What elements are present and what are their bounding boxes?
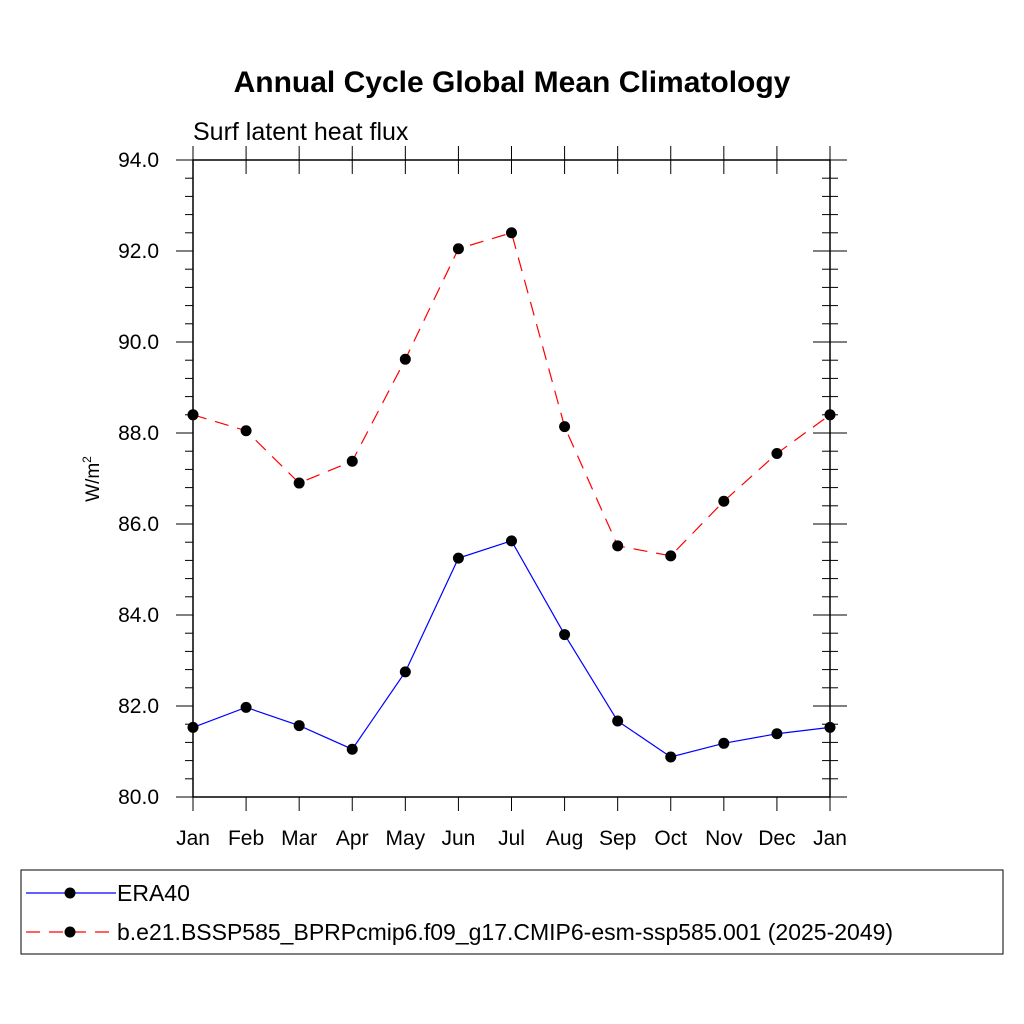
plot-frame <box>192 159 831 798</box>
data-point <box>399 353 411 365</box>
data-point <box>612 540 624 552</box>
data-point <box>452 552 464 564</box>
y-tick-label: 86.0 <box>118 513 159 536</box>
series-line-1 <box>192 232 831 557</box>
legend-label-0: ERA40 <box>117 880 190 906</box>
x-tick-label: Aug <box>546 827 583 850</box>
series-group <box>187 227 836 763</box>
data-point <box>665 550 677 562</box>
data-point <box>559 629 571 641</box>
data-point <box>718 495 730 507</box>
legend-marker <box>64 926 76 938</box>
data-point <box>771 728 783 740</box>
x-tick-label: Jun <box>441 827 475 850</box>
data-point <box>771 447 783 459</box>
y-tick-label: 94.0 <box>118 149 159 172</box>
data-point <box>559 421 571 433</box>
x-tick-label: Jan <box>813 827 847 850</box>
y-tick-label: 90.0 <box>118 331 159 354</box>
x-tick-label: Apr <box>336 827 369 850</box>
y-axis-label: W/m2 <box>80 456 104 502</box>
data-point <box>452 243 464 255</box>
data-point <box>506 535 517 547</box>
data-point <box>718 737 730 749</box>
chart-title: Annual Cycle Global Mean Climatology <box>234 66 791 99</box>
data-point <box>665 751 677 763</box>
axis-ticks <box>176 146 847 811</box>
legend-label-1: b.e21.BSSP585_BPRPcmip6.f09_g17.CMIP6-es… <box>117 919 893 945</box>
x-tick-label: May <box>385 827 425 850</box>
y-tick-label: 82.0 <box>118 695 159 718</box>
legend-box <box>20 869 1004 955</box>
y-tick-labels: 80.0 82.0 84.0 86.0 88.0 90.0 92.0 94.0 <box>118 149 159 809</box>
data-point <box>346 743 358 755</box>
y-axis-label-superscript: 2 <box>80 456 94 463</box>
data-point <box>346 455 358 467</box>
x-tick-label: Mar <box>281 827 317 850</box>
data-point <box>240 701 252 713</box>
data-point <box>293 477 305 489</box>
x-tick-label: Jul <box>498 827 525 850</box>
x-tick-labels: Jan Feb Mar Apr May Jun Jul Aug Sep Oct Nov Dec Jan <box>176 827 847 850</box>
data-point <box>293 720 305 732</box>
y-axis-label-text: W/m <box>83 463 104 502</box>
x-tick-label: Sep <box>599 827 636 850</box>
x-tick-label: Dec <box>758 827 795 850</box>
chart-subtitle: Surf latent heat flux <box>193 118 409 146</box>
x-tick-label: Oct <box>654 827 687 850</box>
y-tick-label: 84.0 <box>118 604 159 627</box>
x-tick-label: Nov <box>705 827 743 850</box>
data-point <box>506 227 517 239</box>
y-tick-label: 92.0 <box>118 240 159 263</box>
x-tick-label: Jan <box>176 827 210 850</box>
legend: ERA40 b.e21.BSSP585_BPRPcmip6.f09_g17.CMI… <box>26 880 893 945</box>
data-point <box>612 715 624 727</box>
legend-marker <box>64 887 76 899</box>
series-line-0 <box>192 540 831 758</box>
x-tick-label: Feb <box>228 827 264 850</box>
data-point <box>399 666 411 678</box>
y-tick-label: 88.0 <box>118 422 159 445</box>
y-tick-label: 80.0 <box>118 786 159 809</box>
data-point <box>240 425 252 437</box>
